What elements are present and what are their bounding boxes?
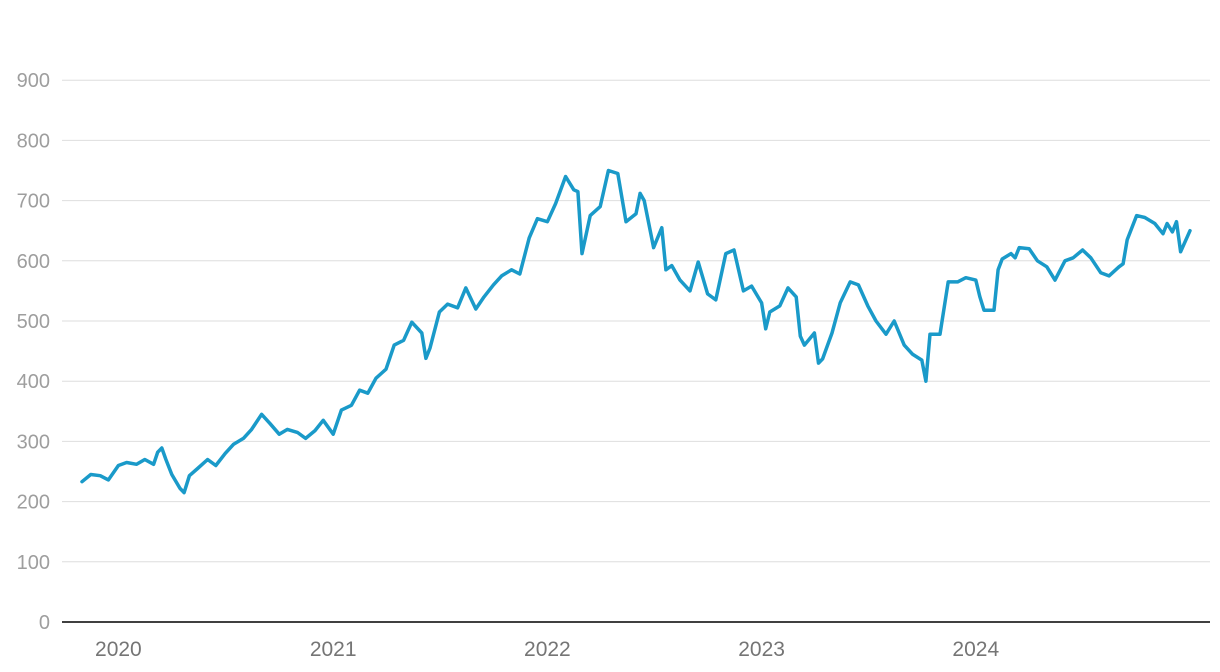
x-tick-label: 2024 (952, 638, 999, 661)
y-tick-label: 600 (17, 251, 50, 273)
y-tick-label: 100 (17, 552, 50, 574)
y-tick-label: 500 (17, 311, 50, 333)
x-tick-label: 2020 (95, 638, 142, 661)
y-tick-label: 700 (17, 191, 50, 213)
y-tick-label: 200 (17, 492, 50, 514)
y-tick-label: 300 (17, 431, 50, 453)
grid-layer (62, 79, 1210, 563)
x-tick-label: 2021 (310, 638, 357, 661)
axis-layer: 0 100 200 300 400 500 600 700 800 900 2020 2021 2022… (17, 70, 1210, 661)
y-tick-label: 800 (17, 130, 50, 152)
y-tick-label: 0 (39, 612, 50, 634)
y-tick-label: 400 (17, 371, 50, 393)
x-tick-label: 2023 (738, 638, 785, 661)
x-tick-label: 2022 (524, 638, 571, 661)
series-line-0 (80, 168, 1192, 495)
series-layer (80, 168, 1192, 495)
y-tick-label: 900 (17, 70, 50, 92)
